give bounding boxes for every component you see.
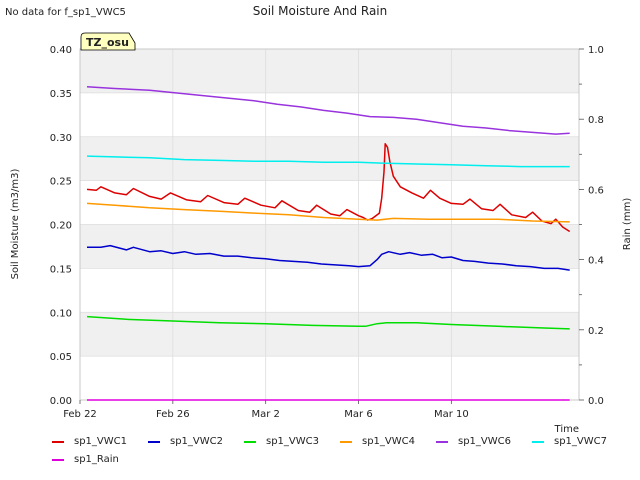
legend-label: sp1_VWC4 <box>362 436 415 447</box>
x-tick-label: Mar 6 <box>344 409 372 420</box>
legend-swatch <box>340 440 352 443</box>
plot-band <box>80 312 579 357</box>
y-axis-label: Soil Moisture (m3/m3) <box>10 169 21 280</box>
series-line-sp1-vwc4 <box>86 202 570 223</box>
y2-tick-label: 0.2 <box>588 326 604 337</box>
series-line-sp1-vwc7 <box>86 155 570 168</box>
legend-swatch <box>436 440 448 443</box>
legend-swatch <box>148 440 160 443</box>
series-line-sp1-vwc2 <box>87 244 570 271</box>
x-tick-labels: Feb 22 Feb 26 Mar 2 Mar 6 Mar 10 <box>63 409 469 420</box>
legend-swatch <box>52 458 64 461</box>
x-tick-label: Feb 22 <box>63 409 97 420</box>
y2-tick-label: 1.0 <box>588 45 604 56</box>
series-line-sp1-vwc6 <box>86 85 570 135</box>
x-axis-label: Time <box>554 424 579 435</box>
y2-tick-label: 0.0 <box>588 396 604 407</box>
x-tick-label: Feb 26 <box>156 409 190 420</box>
x-tick-label: Mar 2 <box>251 409 279 420</box>
y2-tick-label: 0.8 <box>588 115 604 126</box>
plot-band <box>80 224 579 269</box>
y-tick-label: 0.40 <box>50 45 72 56</box>
legend-item: sp1_Rain <box>52 454 119 465</box>
y-tick-labels: 0.00 0.05 0.10 0.15 0.20 0.25 0.30 0.35 0.40 <box>50 45 72 407</box>
y-tick-label: 0.35 <box>50 89 72 100</box>
site-badge: TZ_osu <box>80 32 136 51</box>
y-tick-label: 0.25 <box>50 177 72 188</box>
y2-tick-label: 0.4 <box>588 256 604 267</box>
legend-label: sp1_VWC2 <box>170 436 223 447</box>
plot-band <box>80 49 579 93</box>
x-tick-label: Mar 10 <box>434 409 469 420</box>
y-tick-label: 0.10 <box>50 308 72 319</box>
legend-label: sp1_VWC7 <box>554 436 607 447</box>
legend-label: sp1_VWC1 <box>74 436 127 447</box>
legend-swatch <box>244 440 256 443</box>
chart-title: Soil Moisture And Rain <box>253 4 388 18</box>
legend-item: sp1_VWC3 <box>244 436 319 447</box>
y-tick-label: 0.15 <box>50 264 72 275</box>
plot-bands <box>80 49 579 357</box>
y2-tick-label: 0.6 <box>588 185 604 196</box>
legend-item: sp1_VWC4 <box>340 436 415 447</box>
y-tick-label: 0.05 <box>50 352 72 363</box>
series-lines <box>86 85 571 401</box>
series-line-sp1-vwc3 <box>86 315 570 330</box>
y-tick-label: 0.00 <box>50 396 72 407</box>
legend-swatch <box>52 440 64 443</box>
legend-item: sp1_VWC2 <box>148 436 223 447</box>
legend-label: sp1_Rain <box>74 454 119 465</box>
legend-item: sp1_VWC7 <box>532 436 607 447</box>
legend-item: sp1_VWC6 <box>436 436 511 447</box>
legend-swatch <box>532 440 544 443</box>
legend-label: sp1_VWC3 <box>266 436 319 447</box>
y-tick-label: 0.30 <box>50 133 72 144</box>
y-tick-label: 0.20 <box>50 221 72 232</box>
y2-axis-label: Rain (mm) <box>622 198 633 251</box>
no-data-note: No data for f_sp1_VWC5 <box>5 7 126 18</box>
y2-tick-labels: 0.0 0.2 0.4 0.6 0.8 1.0 <box>588 45 604 407</box>
legend-item: sp1_VWC1 <box>52 436 127 447</box>
site-badge-label: TZ_osu <box>86 36 129 49</box>
legend-label: sp1_VWC6 <box>458 436 511 447</box>
